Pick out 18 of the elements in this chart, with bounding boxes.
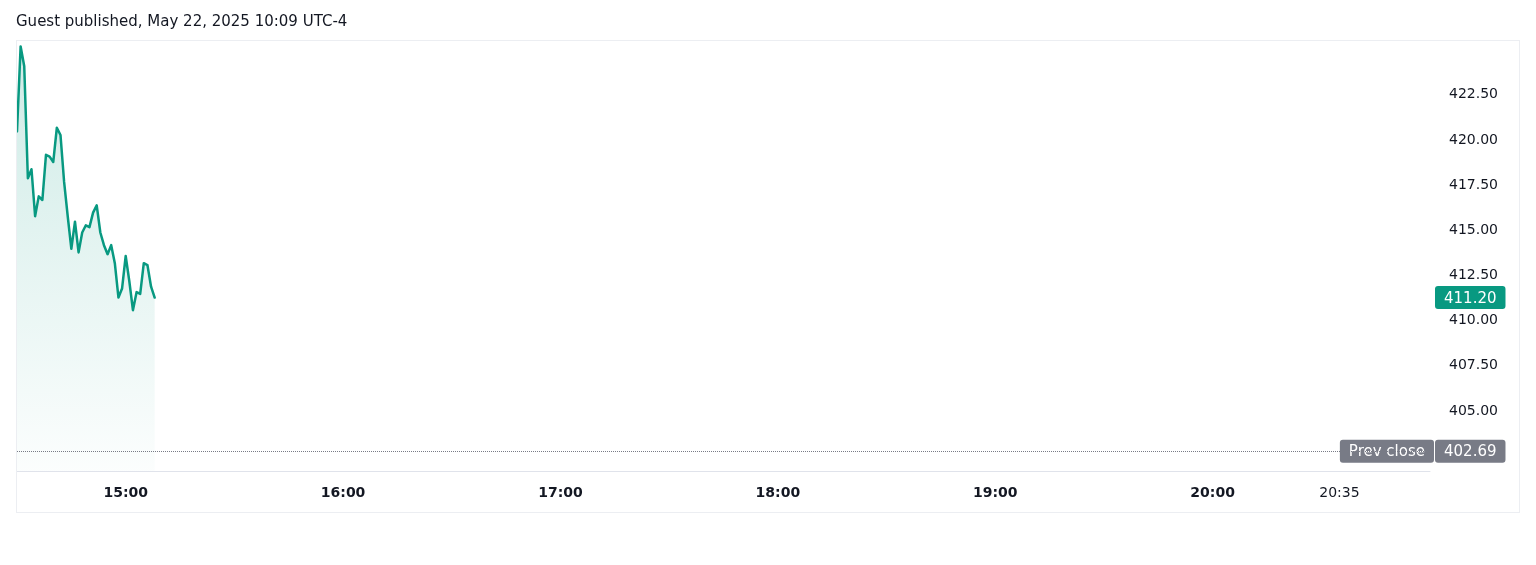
x-tick-label: 17:00: [538, 484, 583, 500]
y-tick-label: 415.00: [1449, 220, 1498, 237]
x-tick-label: 20:00: [1190, 484, 1236, 500]
x-tick-label: 20:35: [1319, 484, 1360, 500]
y-tick-label: 420.00: [1449, 130, 1498, 147]
x-tick-label: 18:00: [755, 484, 801, 500]
y-tick-label: 417.50: [1449, 175, 1498, 192]
x-tick-label: 15:00: [103, 484, 149, 500]
y-tick-label: 402.69: [1444, 442, 1497, 461]
y-tick-label: 405.00: [1449, 401, 1498, 418]
y-tick-label: 412.50: [1449, 266, 1498, 283]
y-tick-label: 422.50: [1449, 85, 1498, 102]
chart-title: Guest published, May 22, 2025 10:09 UTC-4: [16, 11, 348, 31]
x-tick-label: 19:00: [972, 484, 1018, 500]
text: 411.20: [1444, 288, 1497, 307]
x-tick-label: 16:00: [320, 484, 366, 500]
y-tick-label: 410.00: [1449, 311, 1498, 328]
y-tick-label: 407.50: [1449, 356, 1498, 373]
